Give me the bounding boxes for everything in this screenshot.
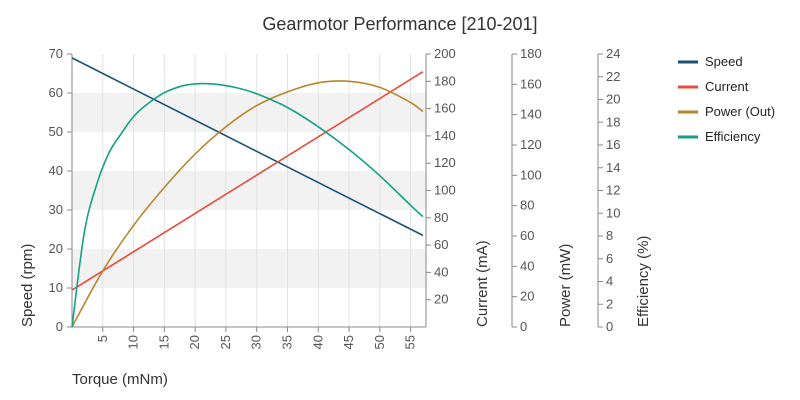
x-tick-label: 50 (372, 335, 387, 349)
speed-tick-label: 30 (49, 202, 63, 217)
speed-tick-label: 10 (49, 280, 63, 295)
power-tick-label: 40 (520, 258, 534, 273)
power-tick-label: 60 (520, 228, 534, 243)
axes (67, 53, 603, 332)
power-tick-label: 180 (520, 46, 542, 61)
x-tick-label: 45 (341, 335, 356, 349)
power-tick-label: 20 (520, 289, 534, 304)
legend-label-current: Current (705, 79, 749, 94)
power-tick-label: 160 (520, 76, 542, 91)
efficiency-tick-label: 14 (606, 160, 620, 175)
x-tick-label: 20 (187, 335, 202, 349)
efficiency-axis-title: Efficiency (%) (635, 236, 652, 327)
x-tick-label: 15 (156, 335, 171, 349)
speed-tick-label: 0 (56, 319, 63, 334)
power-tick-label: 100 (520, 167, 542, 182)
speed-tick-label: 60 (49, 85, 63, 100)
efficiency-tick-label: 0 (606, 319, 613, 334)
speed-tick-label: 20 (49, 241, 63, 256)
current-tick-label: 20 (434, 292, 448, 307)
speed-tick-label: 70 (49, 46, 63, 61)
current-tick-label: 180 (434, 73, 456, 88)
efficiency-tick-label: 2 (606, 296, 613, 311)
power-tick-label: 120 (520, 137, 542, 152)
series-line-speed (71, 57, 424, 237)
efficiency-tick-label: 24 (606, 46, 620, 61)
current-tick-label: 100 (434, 183, 456, 198)
efficiency-tick-label: 8 (606, 228, 613, 243)
current-tick-label: 160 (434, 101, 456, 116)
efficiency-tick-label: 10 (606, 205, 620, 220)
power-tick-label: 80 (520, 198, 534, 213)
x-tick-label: 35 (279, 335, 294, 349)
legend-label-power-out: Power (Out) (705, 104, 775, 119)
series-lines (71, 57, 424, 328)
current-tick-label: 200 (434, 46, 456, 61)
efficiency-tick-label: 16 (606, 137, 620, 152)
background-bands (72, 93, 426, 288)
band-1 (72, 171, 426, 210)
speed-axis-title: Speed (rpm) (19, 244, 36, 327)
legend: Speed Current Power (Out) Efficiency (678, 54, 775, 144)
vertical-gridlines (102, 54, 412, 327)
legend-label-efficiency: Efficiency (705, 129, 761, 144)
x-tick-label: 10 (126, 335, 141, 349)
series-line-current (71, 71, 424, 291)
efficiency-tick-label: 18 (606, 114, 620, 129)
efficiency-tick-label: 4 (606, 274, 613, 289)
speed-tick-label: 40 (49, 163, 63, 178)
band-0 (72, 249, 426, 288)
power-axis-title: Power (mW) (557, 244, 574, 327)
current-tick-label: 120 (434, 155, 456, 170)
x-tick-label: 30 (249, 335, 264, 349)
current-axis-title: Current (mA) (474, 240, 491, 327)
efficiency-tick-label: 6 (606, 251, 613, 266)
x-tick-label: 5 (95, 335, 110, 342)
speed-tick-label: 50 (49, 124, 63, 139)
x-tick-label: 40 (310, 335, 325, 349)
current-tick-label: 40 (434, 264, 448, 279)
series-line-efficiency (71, 82, 424, 328)
efficiency-tick-label: 12 (606, 183, 620, 198)
current-tick-label: 80 (434, 210, 448, 225)
current-tick-label: 140 (434, 128, 456, 143)
legend-label-speed: Speed (705, 54, 743, 69)
chart-title: Gearmotor Performance [210-201] (262, 14, 537, 34)
tick-labels: 5 10 15 20 25 30 35 40 45 50 55010203040506070Spee… (19, 46, 652, 349)
power-tick-label: 140 (520, 107, 542, 122)
current-tick-label: 60 (434, 237, 448, 252)
efficiency-tick-label: 20 (606, 92, 620, 107)
x-tick-label: 55 (403, 335, 418, 349)
band-2 (72, 93, 426, 132)
power-tick-label: 0 (520, 319, 527, 334)
series-line-power-out (71, 80, 424, 328)
x-tick-label: 25 (218, 335, 233, 349)
x-axis-title: Torque (mNm) (72, 371, 168, 388)
efficiency-tick-label: 22 (606, 69, 620, 84)
